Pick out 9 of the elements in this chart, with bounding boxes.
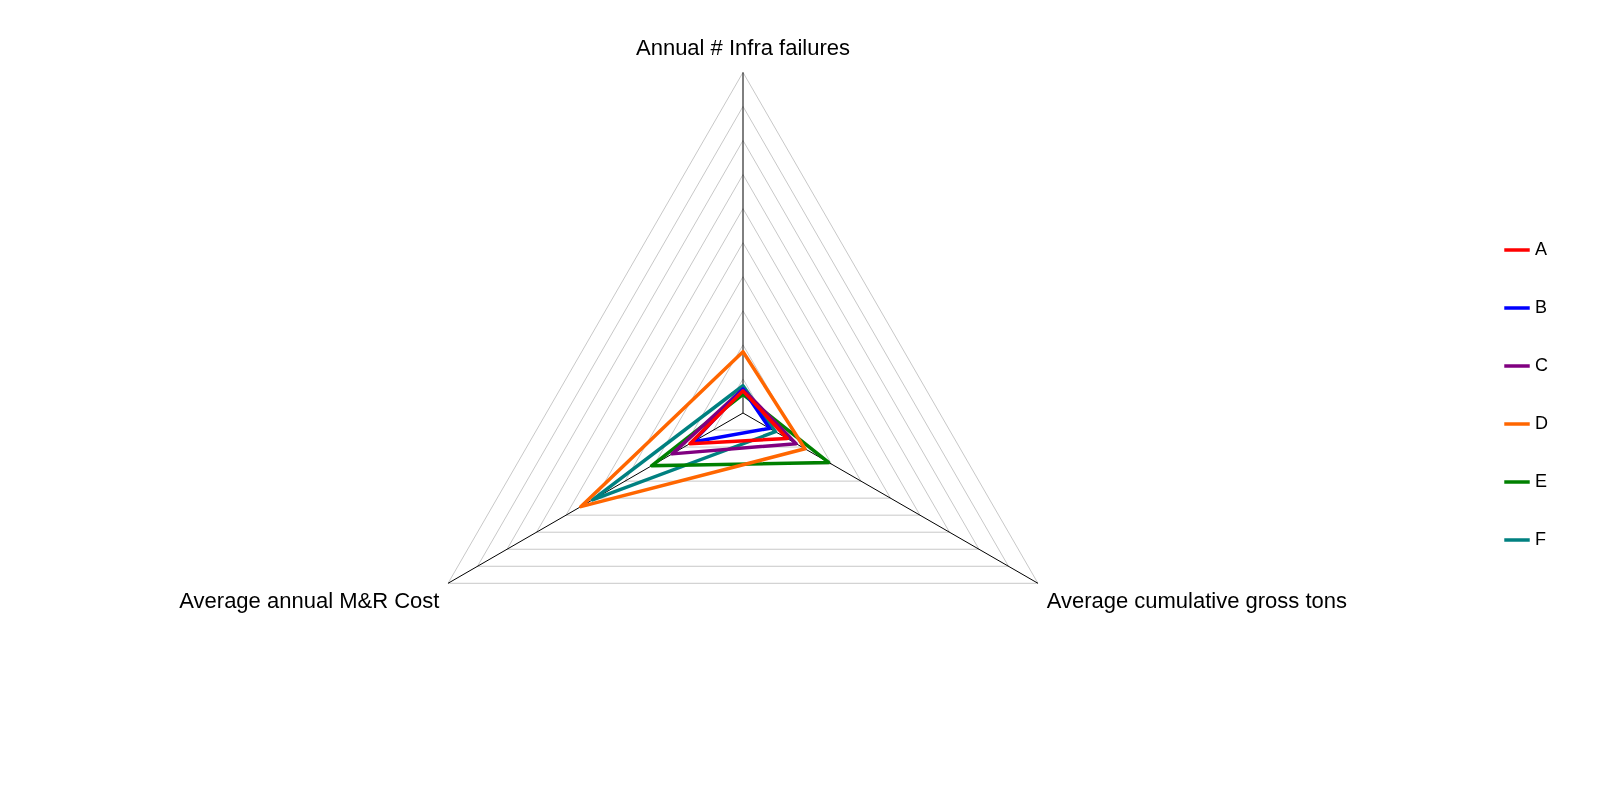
spoke-label: Annual # Infra failures [635, 35, 851, 61]
legend-label: E [1535, 470, 1548, 491]
legend-label: A [1535, 238, 1548, 259]
legend-label: B [1535, 296, 1548, 317]
spoke-label: Average annual M&R Cost [179, 587, 440, 613]
spoke-label: Average cumulative gross tons [1046, 587, 1348, 613]
legend-label: F [1535, 528, 1546, 549]
legend-label: C [1535, 354, 1548, 375]
legend-label: D [1535, 412, 1548, 433]
